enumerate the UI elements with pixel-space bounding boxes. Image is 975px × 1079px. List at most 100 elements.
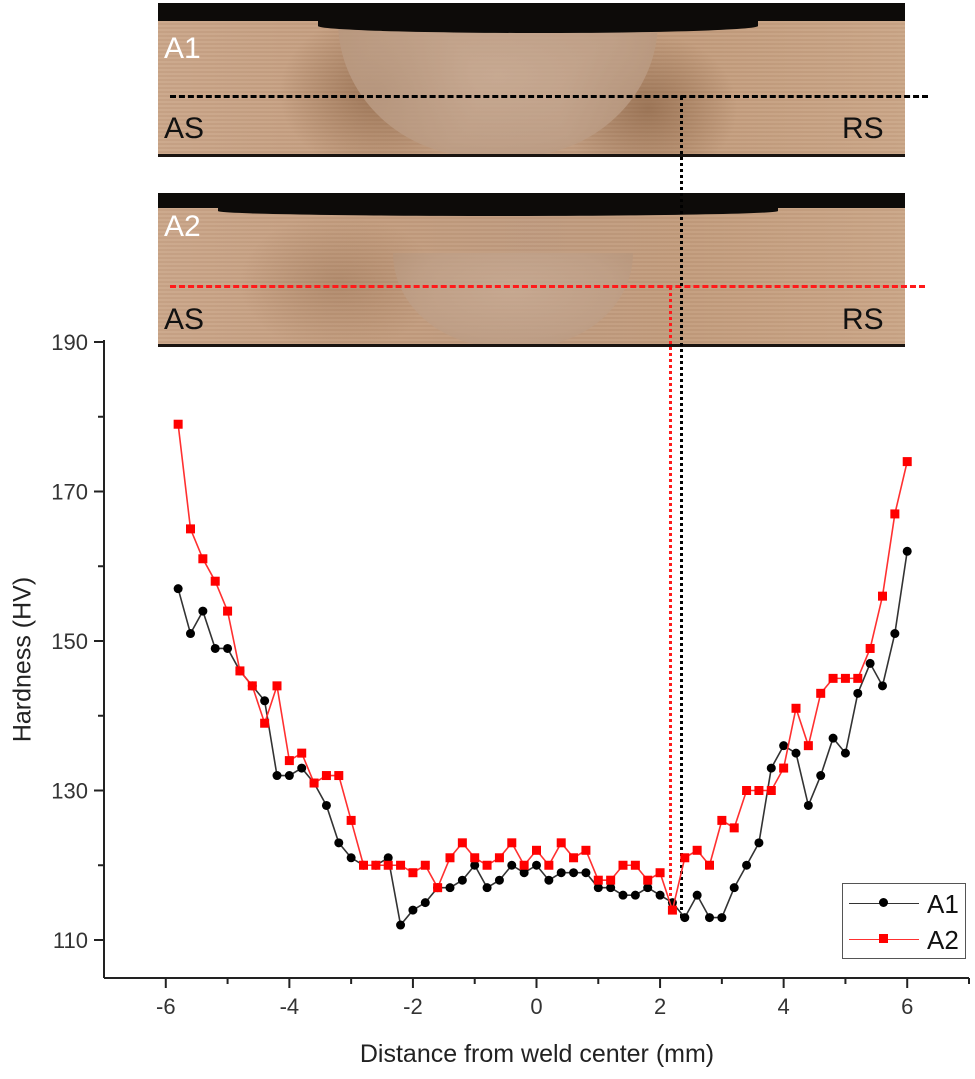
data-point-a2 (186, 524, 195, 534)
data-point-a2 (544, 860, 554, 870)
data-point-a1 (630, 890, 640, 900)
chart-legend: A1 A2 (842, 883, 966, 959)
y-tick-label: 130 (51, 779, 88, 804)
data-point-a2 (655, 868, 665, 878)
data-point-a1 (680, 913, 690, 923)
x-tick-label: -4 (280, 994, 300, 1019)
x-tick-label: 0 (530, 994, 542, 1019)
data-point-a2 (173, 419, 183, 429)
data-point-a1 (186, 629, 195, 639)
data-point-a2 (791, 703, 801, 713)
data-point-a1 (198, 606, 208, 616)
data-point-a1 (902, 546, 912, 556)
data-point-a1 (470, 860, 480, 870)
data-point-a2 (618, 860, 628, 870)
data-point-a2 (865, 643, 875, 653)
legend-item-a1: A1 (843, 886, 965, 922)
data-point-a2 (247, 681, 257, 691)
y-axis-title: Hardness (HV) (8, 576, 37, 743)
data-point-a1 (569, 868, 579, 878)
data-point-a1 (692, 890, 702, 900)
data-point-a2 (766, 786, 776, 795)
data-point-a1 (606, 883, 616, 893)
chart-series (173, 419, 912, 930)
circle-marker-icon (879, 898, 888, 907)
micrograph-a1-measure-line (170, 95, 928, 98)
micrograph-a1 (158, 3, 905, 157)
data-point-a2 (371, 860, 381, 870)
data-point-a1 (853, 688, 863, 698)
data-point-a1 (494, 875, 504, 885)
data-point-a2 (445, 853, 455, 863)
data-point-a2 (890, 509, 900, 519)
data-point-a2 (284, 756, 294, 766)
data-point-a1 (865, 658, 875, 668)
data-point-a2 (754, 786, 764, 795)
data-point-a2 (260, 718, 270, 728)
data-point-a2 (482, 860, 492, 870)
data-point-a2 (198, 554, 208, 564)
data-point-a1 (705, 913, 714, 923)
data-point-a1 (260, 696, 270, 706)
micrograph-a2 (158, 193, 905, 347)
data-point-a2 (297, 748, 307, 758)
data-point-a1 (840, 748, 850, 758)
x-tick-label: -6 (156, 994, 176, 1019)
micrograph-a2-id-label: A2 (164, 210, 201, 243)
data-point-a2 (717, 815, 727, 825)
data-point-a1 (729, 883, 739, 893)
y-tick-label: 110 (53, 928, 88, 953)
data-point-a1 (507, 860, 517, 870)
data-point-a1 (581, 868, 591, 878)
data-point-a1 (383, 853, 393, 863)
data-point-a1 (210, 643, 220, 653)
data-point-a2 (408, 868, 418, 878)
micrograph-a2-as-label: AS (164, 303, 205, 336)
data-point-a2 (383, 860, 393, 870)
data-point-a1 (766, 763, 776, 773)
data-point-a2 (643, 875, 653, 885)
data-point-a1 (457, 875, 467, 885)
data-point-a2 (359, 860, 368, 870)
x-axis-title: Distance from weld center (mm) (359, 1040, 715, 1068)
series-line-a2 (177, 424, 908, 914)
data-point-a2 (667, 905, 677, 915)
micrograph-a1-rs-label: RS (842, 112, 884, 145)
data-point-a2 (840, 673, 850, 683)
data-point-a2 (507, 838, 517, 848)
data-point-a1 (223, 643, 233, 653)
surface-shadow (158, 3, 905, 21)
data-point-a1 (396, 920, 406, 930)
data-point-a2 (272, 681, 282, 691)
data-point-a1 (519, 868, 529, 878)
data-point-a1 (532, 860, 541, 870)
data-point-a1 (408, 905, 418, 915)
data-point-a2 (235, 666, 245, 676)
chart-axes: 110 130 150 170 190 -6 -4 -2 0 2 4 6 (51, 330, 970, 1019)
legend-label-a2: A2 (927, 925, 959, 955)
a1-connector-dotted-line (680, 96, 683, 918)
data-point-a2 (420, 860, 430, 870)
data-point-a1 (346, 853, 356, 863)
data-point-a1 (445, 883, 455, 893)
data-point-a2 (729, 823, 739, 833)
data-point-a2 (630, 860, 640, 870)
data-point-a1 (297, 763, 307, 773)
data-point-a1 (482, 883, 492, 893)
data-point-a2 (519, 860, 529, 870)
data-point-a2 (803, 741, 813, 751)
data-point-a1 (803, 800, 813, 810)
series-line-a1 (177, 551, 909, 927)
micrograph-a2-rs-label: RS (842, 303, 884, 336)
data-point-a1 (754, 838, 764, 848)
data-point-a1 (272, 771, 282, 781)
legend-label-a1: A1 (927, 889, 959, 919)
square-marker-icon (879, 934, 888, 943)
data-point-a1 (878, 681, 887, 691)
data-point-a1 (717, 913, 727, 923)
data-point-a2 (210, 576, 220, 586)
micrograph-a1-as-label: AS (164, 112, 205, 145)
data-point-a2 (457, 838, 467, 848)
data-point-a2 (680, 853, 690, 863)
